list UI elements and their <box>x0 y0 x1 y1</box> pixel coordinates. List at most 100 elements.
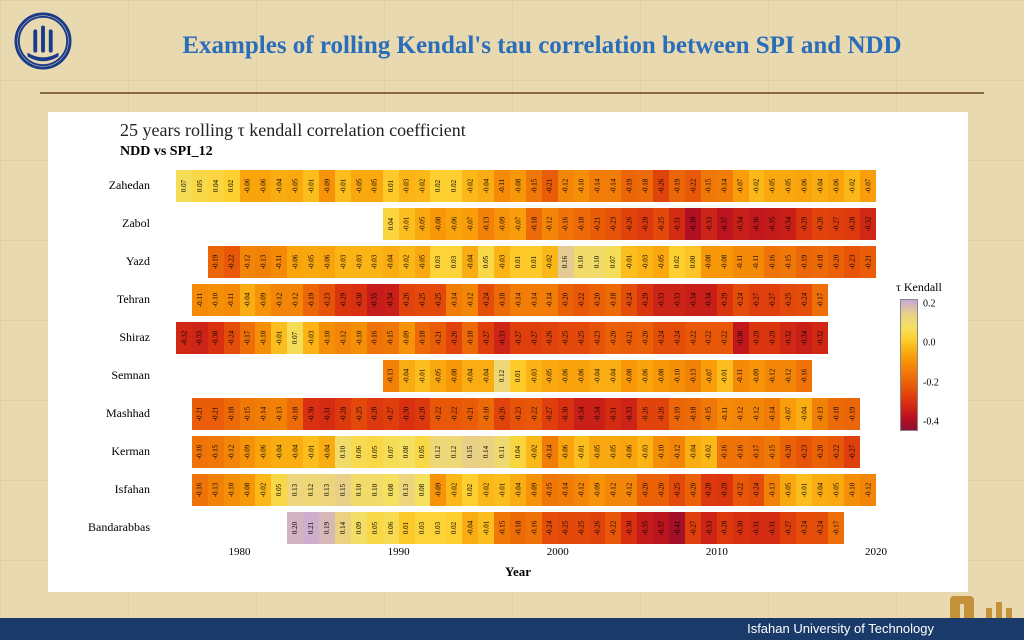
heatmap-cell: -0.22 <box>701 322 717 354</box>
heatmap-cell: -0.20 <box>812 436 828 468</box>
heatmap-cell: -0.01 <box>399 208 415 240</box>
heatmap-cell: -0.04 <box>462 246 478 278</box>
y-label: Zabol <box>48 216 156 231</box>
heatmap-cell: -0.18 <box>224 398 240 430</box>
heatmap-cell: -0.09 <box>589 474 605 506</box>
heatmap-cell: -0.15 <box>383 322 399 354</box>
y-label: Semnan <box>48 368 156 383</box>
heatmap-cell: -0.06 <box>446 208 462 240</box>
heatmap-row: 0.200.210.190.140.090.050.060.010.030.03… <box>287 512 844 544</box>
heatmap-cell: -0.11 <box>494 170 510 202</box>
heatmap-cell: -0.04 <box>478 170 494 202</box>
heatmap-cell: -0.13 <box>764 474 780 506</box>
heatmap-cell: -0.04 <box>271 170 287 202</box>
heatmap-cell: -0.34 <box>701 284 717 316</box>
heatmap-cell: -0.26 <box>399 284 415 316</box>
heatmap-cell: -0.12 <box>287 284 303 316</box>
heatmap-cell: -0.34 <box>780 208 796 240</box>
heatmap-cell: -0.30 <box>351 284 367 316</box>
heatmap-cell: -0.11 <box>717 398 733 430</box>
heatmap-cell: -0.18 <box>287 398 303 430</box>
heatmap-cell: -0.13 <box>685 360 701 392</box>
heatmap-cell: -0.32 <box>812 322 828 354</box>
heatmap-cell: -0.22 <box>430 398 446 430</box>
heatmap-cell: -0.18 <box>812 246 828 278</box>
heatmap-cell: -0.09 <box>749 360 765 392</box>
heatmap-cell: -0.23 <box>605 208 621 240</box>
heatmap-cell: 0.07 <box>287 322 303 354</box>
heatmap-cell: -0.09 <box>430 474 446 506</box>
heatmap-cell: -0.35 <box>637 512 653 544</box>
heatmap-cell: -0.30 <box>558 398 574 430</box>
heatmap-cell: -0.18 <box>494 284 510 316</box>
heatmap-cell: -0.24 <box>669 322 685 354</box>
heatmap-cell: -0.19 <box>208 246 224 278</box>
heatmap-cell: 0.06 <box>351 436 367 468</box>
heatmap-cell: -0.14 <box>717 170 733 202</box>
heatmap-cell: -0.15 <box>526 170 542 202</box>
heatmap-cell: -0.15 <box>764 436 780 468</box>
heatmap-cell: 0.13 <box>399 474 415 506</box>
heatmap-cell: -0.26 <box>653 170 669 202</box>
heatmap-cell: -0.24 <box>812 512 828 544</box>
heatmap-cell: -0.02 <box>542 246 558 278</box>
heatmap-cell: -0.30 <box>208 322 224 354</box>
y-label: Yazd <box>48 254 156 269</box>
heatmap-cell: 0.01 <box>526 246 542 278</box>
heatmap-cell: -0.27 <box>510 322 526 354</box>
heatmap-cell: -0.02 <box>526 436 542 468</box>
heatmap-cell: -0.04 <box>510 474 526 506</box>
y-label: Tehran <box>48 292 156 307</box>
heatmap-cell: -0.21 <box>590 208 606 240</box>
heatmap-cell: -0.33 <box>653 284 669 316</box>
heatmap-cell: -0.01 <box>796 474 812 506</box>
heatmap-cell: -0.15 <box>208 436 224 468</box>
heatmap-cell: -0.05 <box>415 246 431 278</box>
heatmap-cell: -0.28 <box>335 398 351 430</box>
heatmap-cell: -0.14 <box>446 284 462 316</box>
heatmap-row: 0.04-0.01-0.05-0.08-0.06-0.07-0.13-0.09-… <box>383 208 876 240</box>
heatmap-cell: -0.25 <box>415 284 431 316</box>
heatmap-cell: 0.10 <box>335 436 351 468</box>
heatmap-cell: -0.20 <box>589 284 605 316</box>
heatmap-cell: -0.06 <box>621 436 637 468</box>
heatmap-cell: -0.21 <box>208 398 224 430</box>
heatmap-cell: 0.12 <box>430 436 446 468</box>
heatmap-cell: -0.05 <box>367 170 383 202</box>
heatmap-cell: -0.02 <box>478 474 494 506</box>
heatmap-cell: -0.22 <box>685 322 701 354</box>
heatmap-row: 0.070.050.040.02-0.06-0.06-0.04-0.05-0.0… <box>176 170 876 202</box>
heatmap-cell: -0.33 <box>192 322 208 354</box>
heatmap-cell: -0.34 <box>796 322 812 354</box>
heatmap-cell: -0.11 <box>733 360 749 392</box>
heatmap-cell: -0.09 <box>526 474 542 506</box>
heatmap-cell: 0.15 <box>462 436 478 468</box>
heatmap-cell: -0.27 <box>526 322 542 354</box>
heatmap-cell: -0.03 <box>367 246 383 278</box>
heatmap-cell: -0.13 <box>255 246 271 278</box>
heatmap-cell: -0.07 <box>733 170 749 202</box>
heatmap-cell: -0.24 <box>621 284 637 316</box>
heatmap-cell: -0.03 <box>351 246 367 278</box>
x-tick: 2020 <box>865 546 887 558</box>
chart-subtitle: NDD vs SPI_12 <box>120 144 213 160</box>
heatmap-cell: -0.19 <box>303 284 319 316</box>
heatmap-cell: -0.13 <box>271 398 287 430</box>
x-tick: 1980 <box>229 546 251 558</box>
heatmap-cell: -0.21 <box>621 322 637 354</box>
heatmap-cell: -0.01 <box>335 170 351 202</box>
heatmap-cell: -0.12 <box>558 170 574 202</box>
heatmap-cell: 0.07 <box>383 436 399 468</box>
heatmap-cell: 0.04 <box>208 170 224 202</box>
heatmap-cell: 0.04 <box>383 208 399 240</box>
heatmap-cell: -0.29 <box>637 284 653 316</box>
slide: Examples of rolling Kendal's tau correla… <box>0 0 1024 640</box>
heatmap-cell: -0.34 <box>574 398 590 430</box>
heatmap-cell: -0.07 <box>701 360 717 392</box>
heatmap-cell: -0.27 <box>828 208 844 240</box>
heatmap-cell: -0.33 <box>701 512 717 544</box>
heatmap-cell: -0.12 <box>780 360 796 392</box>
x-tick: 2010 <box>706 546 728 558</box>
heatmap-cell: 0.05 <box>478 246 494 278</box>
heatmap-cell: -0.27 <box>844 436 860 468</box>
